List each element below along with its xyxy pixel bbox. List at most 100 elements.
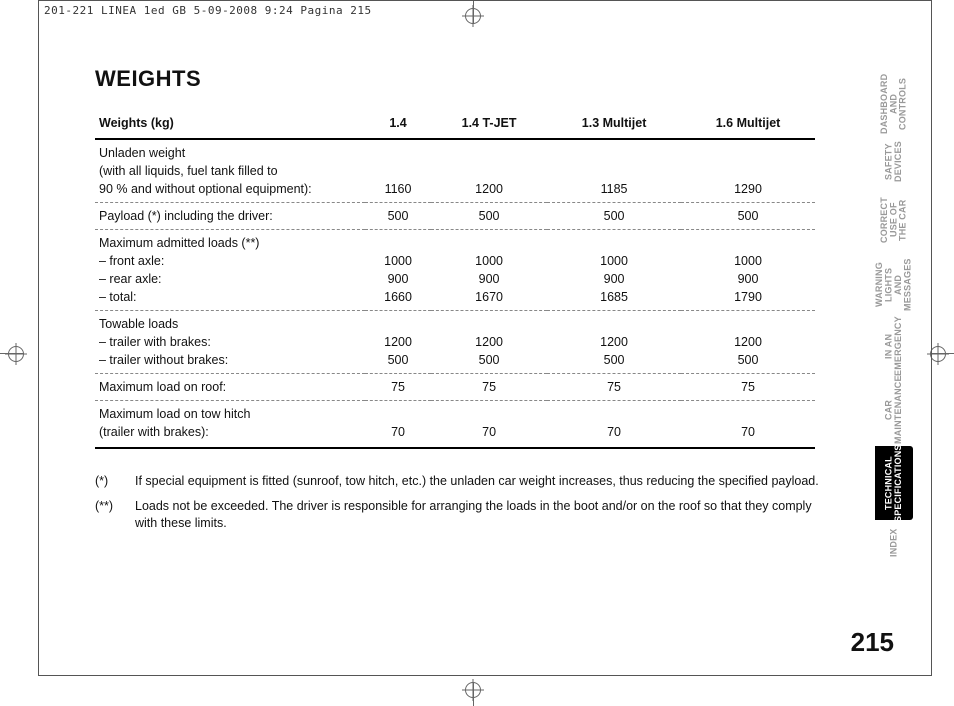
cell-value: 1000 (547, 252, 681, 270)
footnote: (*) If special equipment is fitted (sunro… (95, 473, 835, 490)
cell-value: 70 (365, 423, 431, 448)
footnote-text: If special equipment is fitted (sunroof,… (135, 473, 819, 490)
cell-value: 1790 (681, 288, 815, 311)
section-title: WEIGHTS (95, 66, 895, 92)
cell-value (365, 311, 431, 334)
table-row: – total:1660167016851790 (95, 288, 815, 311)
cell-value (547, 311, 681, 334)
footnote-mark: (**) (95, 498, 123, 532)
row-label: Maximum load on tow hitch (95, 401, 365, 424)
page-content: WEIGHTS Weights (kg)1.41.4 T-JET1.3 Mult… (95, 66, 895, 540)
section-tab[interactable]: SAFETY DEVICES (875, 139, 913, 185)
prepress-header: 201-221 LINEA 1ed GB 5-09-2008 9:24 Pagi… (44, 4, 372, 17)
row-label: (with all liquids, fuel tank filled to (95, 162, 365, 180)
cell-value (431, 401, 547, 424)
cell-value: 1185 (547, 180, 681, 203)
section-tab[interactable]: WARNING LIGHTS AND MESSAGES (875, 255, 913, 315)
cell-value: 75 (547, 374, 681, 401)
cell-value (431, 230, 547, 253)
section-tabs: DASHBOARD AND CONTROLSSAFETY DEVICESCORR… (875, 72, 913, 563)
cell-value: 1200 (681, 333, 815, 351)
cell-value: 500 (365, 351, 431, 374)
cell-value: 1685 (547, 288, 681, 311)
cell-value (681, 162, 815, 180)
col-engine: 1.4 T-JET (431, 110, 547, 139)
cell-value (431, 139, 547, 162)
cell-value: 900 (681, 270, 815, 288)
cell-value: 1290 (681, 180, 815, 203)
footnotes: (*) If special equipment is fitted (sunro… (95, 473, 835, 532)
section-tab[interactable]: CORRECT USE OF THE CAR (875, 188, 913, 252)
row-label: – rear axle: (95, 270, 365, 288)
row-label: – front axle: (95, 252, 365, 270)
table-row: Payload (*) including the driver:5005005… (95, 203, 815, 230)
cell-value: 1200 (431, 180, 547, 203)
cell-value (365, 139, 431, 162)
cell-value: 70 (547, 423, 681, 448)
cell-value: 500 (681, 203, 815, 230)
table-row: – trailer without brakes:500500500500 (95, 351, 815, 374)
cell-value: 1000 (431, 252, 547, 270)
cell-value: 500 (365, 203, 431, 230)
table-row: Maximum load on tow hitch (95, 401, 815, 424)
cell-value: 75 (365, 374, 431, 401)
cell-value: 70 (431, 423, 547, 448)
footnote-mark: (*) (95, 473, 123, 490)
row-label: Maximum load on roof: (95, 374, 365, 401)
col-engine: 1.3 Multijet (547, 110, 681, 139)
cell-value: 1660 (365, 288, 431, 311)
row-label: – trailer without brakes: (95, 351, 365, 374)
cell-value (547, 230, 681, 253)
table-row: (with all liquids, fuel tank filled to (95, 162, 815, 180)
cell-value: 1200 (547, 333, 681, 351)
row-label: Unladen weight (95, 139, 365, 162)
cell-value (547, 139, 681, 162)
cell-value: 1200 (431, 333, 547, 351)
cell-value: 1000 (365, 252, 431, 270)
page-number: 215 (851, 627, 894, 658)
cell-value (681, 139, 815, 162)
cell-value (365, 401, 431, 424)
col-engine: 1.4 (365, 110, 431, 139)
cell-value: 70 (681, 423, 815, 448)
row-label: (trailer with brakes): (95, 423, 365, 448)
section-tab[interactable]: TECHNICAL SPECIFICATIONS (875, 446, 913, 520)
cell-value: 1160 (365, 180, 431, 203)
cell-value (681, 311, 815, 334)
cell-value: 75 (431, 374, 547, 401)
section-tab[interactable]: CAR MAINTENANCE (875, 377, 913, 443)
cell-value (681, 230, 815, 253)
cell-value (547, 401, 681, 424)
footnote-text: Loads not be exceeded. The driver is res… (135, 498, 835, 532)
table-row: – rear axle:900900900900 (95, 270, 815, 288)
col-engine: 1.6 Multijet (681, 110, 815, 139)
cell-value (431, 311, 547, 334)
cell-value: 500 (547, 203, 681, 230)
footnote: (**) Loads not be exceeded. The driver is… (95, 498, 835, 532)
cell-value (681, 401, 815, 424)
row-label: – total: (95, 288, 365, 311)
cell-value: 1000 (681, 252, 815, 270)
cell-value: 500 (681, 351, 815, 374)
table-row: Maximum admitted loads (**) (95, 230, 815, 253)
row-label: Payload (*) including the driver: (95, 203, 365, 230)
cell-value: 500 (547, 351, 681, 374)
table-row: Unladen weight (95, 139, 815, 162)
row-label: Towable loads (95, 311, 365, 334)
table-row: Maximum load on roof:75757575 (95, 374, 815, 401)
cell-value (365, 230, 431, 253)
table-row: 90 % and without optional equipment):116… (95, 180, 815, 203)
row-label: – trailer with brakes: (95, 333, 365, 351)
cell-value: 500 (431, 203, 547, 230)
section-tab[interactable]: INDEX (875, 523, 913, 563)
section-tab[interactable]: DASHBOARD AND CONTROLS (875, 72, 913, 136)
cell-value: 1670 (431, 288, 547, 311)
cell-value (431, 162, 547, 180)
table-row: – front axle:1000100010001000 (95, 252, 815, 270)
cell-value: 900 (365, 270, 431, 288)
cell-value: 75 (681, 374, 815, 401)
weights-table: Weights (kg)1.41.4 T-JET1.3 Multijet1.6 … (95, 110, 815, 449)
section-tab[interactable]: IN AN EMERGENCY (875, 318, 913, 374)
col-label: Weights (kg) (95, 110, 365, 139)
table-row: (trailer with brakes):70707070 (95, 423, 815, 448)
